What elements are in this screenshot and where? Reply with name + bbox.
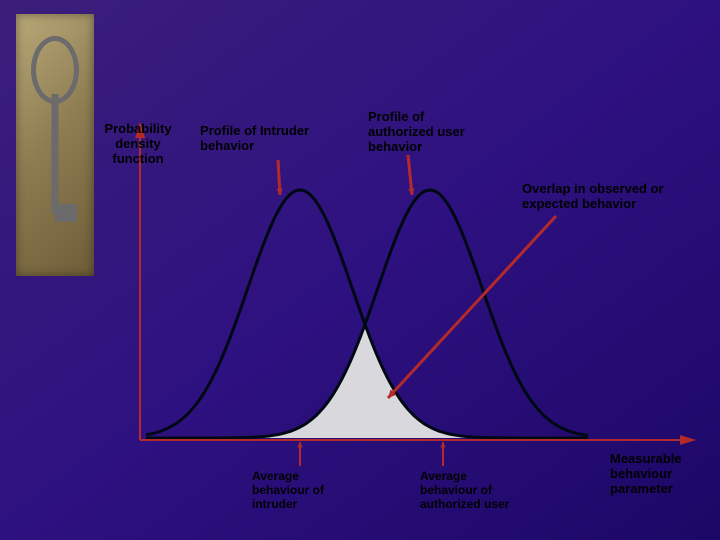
intruder-profile-label: Profile of Intruderbehavior — [200, 124, 309, 154]
avg-intruder-label: Averagebehaviour ofintruder — [252, 470, 324, 511]
y-axis-label: Probabilitydensityfunction — [104, 122, 171, 167]
overlap-label: Overlap in observed orexpected behavior — [522, 182, 664, 212]
avg-authorized-label: Averagebehaviour ofauthorized user — [420, 470, 509, 511]
authorized-profile-label: Profile ofauthorized userbehavior — [368, 110, 465, 155]
x-axis-label: Measurablebehaviourparameter — [610, 452, 682, 497]
